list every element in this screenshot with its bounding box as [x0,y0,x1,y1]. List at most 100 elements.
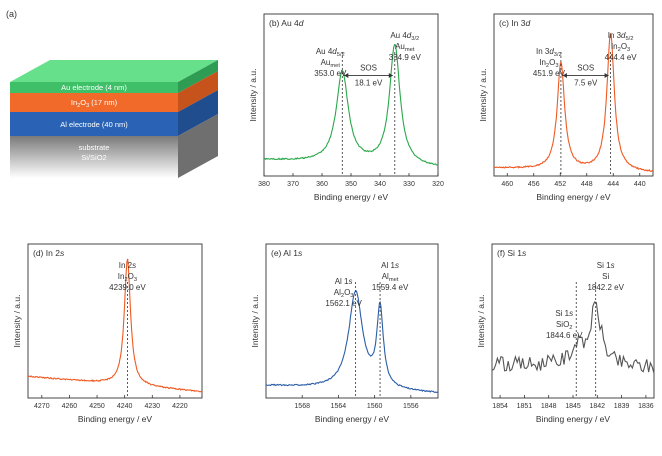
svg-text:In 3d5/2: In 3d5/2 [608,31,634,42]
x-tick-label: 444 [607,181,619,188]
x-axis-label: Binding energy / eV [536,414,611,424]
layer-side-face [178,90,218,136]
chart-title: (f) Si 1s [497,248,527,258]
svg-text:1562.1 eV: 1562.1 eV [325,299,362,308]
x-tick-label: 1854 [492,403,508,410]
substrate-layer [10,136,178,178]
x-tick-label: 350 [345,181,357,188]
svg-text:Al 1s: Al 1s [335,277,353,286]
x-tick-label: 1848 [541,403,557,410]
plot-frame [265,243,439,399]
x-tick-label: 4230 [144,403,160,410]
x-axis-label: Binding energy / eV [314,192,389,202]
chart-panel-d: (d) In 2s 4270 4260 4250 4240 4230 4220 Binding… [12,243,203,424]
svg-text:4239.0 eV: 4239.0 eV [109,283,146,292]
layer-stack-schematic: (a) Au electrode (4 nm) In2O3 (17 nm) Al e… [6,9,218,178]
x-tick-label: 1839 [614,403,630,410]
x-tick-label: 380 [258,181,270,188]
y-axis-label: Intensity / a.u. [12,295,22,348]
svg-text:334.9 eV: 334.9 eV [389,53,422,62]
x-tick-label: 360 [316,181,328,188]
x-tick-label: 370 [287,181,299,188]
sos-value: 18.1 eV [355,79,383,88]
y-axis-label: Intensity / a.u. [478,69,488,122]
x-tick-label: 4250 [89,403,105,410]
x-tick-label: 340 [374,181,386,188]
chart-title: (d) In 2s [33,248,65,258]
sos-arrowhead-left [562,73,567,79]
x-tick-label: 1842 [590,403,606,410]
plot-frame [491,243,655,399]
chart-title: (b) Au 4d [269,18,304,28]
svg-text:444.4 eV: 444.4 eV [605,53,638,62]
x-axis-label: Binding energy / eV [315,414,390,424]
x-tick-label: 1564 [331,403,347,410]
spectrum-line [491,301,655,374]
sos-arrowhead-right [388,73,393,79]
sos-value: 7.5 eV [574,79,598,88]
chart-panel-c: (c) In 3d 460 456 452 448 444 440 Binding energ… [478,13,654,202]
svg-text:Si: Si [602,272,609,281]
x-tick-label: 330 [403,181,415,188]
al-layer-label: Al electrode (40 nm) [60,120,128,129]
layer-side-face [178,71,218,112]
x-tick-label: 1845 [565,403,581,410]
au-layer-label: Au electrode (4 nm) [61,83,127,92]
svg-text:1844.6 eV: 1844.6 eV [546,331,583,340]
plot-frame [493,13,654,177]
x-axis-label: Binding energy / eV [78,414,153,424]
x-tick-label: 452 [554,181,566,188]
layer-front-face [10,112,178,136]
sos-arrowhead-left [344,73,349,79]
svg-text:Al 1s: Al 1s [381,261,399,270]
svg-text:451.9 eV: 451.9 eV [533,69,566,78]
panel-label-a: (a) [6,9,17,19]
svg-text:Si 1s: Si 1s [555,309,573,318]
x-axis-label: Binding energy / eV [536,192,611,202]
x-tick-label: 456 [528,181,540,188]
layer-front-face [10,93,178,112]
spectrum-line [27,258,203,393]
svg-text:In2O3: In2O3 [611,42,630,53]
sos-label: SOS [577,64,594,73]
x-tick-label: 320 [432,181,444,188]
y-axis-label: Intensity / a.u. [476,295,486,348]
x-tick-label: 448 [581,181,593,188]
svg-text:Almet: Almet [382,272,399,283]
layer-side-face [178,60,218,93]
svg-text:1559.4 eV: 1559.4 eV [372,283,409,292]
x-tick-label: 4260 [62,403,78,410]
svg-text:353.0 eV: 353.0 eV [314,69,347,78]
svg-text:SiO2: SiO2 [556,320,573,331]
chart-panel-f: (f) Si 1s 1854 1851 1848 1845 1842 1839 1836 Bin… [476,243,655,424]
y-axis-label: Intensity / a.u. [250,295,260,348]
x-tick-label: 4240 [117,403,133,410]
in2o3-layer-label: In2O3 (17 nm) [71,98,118,109]
x-tick-label: 1568 [294,403,310,410]
sos-arrowhead-right [604,73,609,79]
x-tick-label: 1851 [517,403,533,410]
chart-title: (c) In 3d [499,18,530,28]
spectrum-line [265,289,439,394]
svg-text:In2O3: In2O3 [118,272,137,283]
peak-annotation: Si 1s Si 1842.2 eV [587,261,624,292]
svg-text:Si 1s: Si 1s [597,261,615,270]
substrate-material-label: Si/SiO2 [81,153,106,162]
x-tick-label: 1560 [367,403,383,410]
layer-side-face [178,114,218,178]
sos-label: SOS [360,64,377,73]
spectrum-line [263,43,439,166]
x-tick-label: 1556 [403,403,419,410]
substrate-label: substrate [79,143,110,152]
svg-text:1842.2 eV: 1842.2 eV [587,283,624,292]
svg-text:In 2s: In 2s [119,261,136,270]
y-axis-label: Intensity / a.u. [248,69,258,122]
svg-text:In2O3: In2O3 [539,58,558,69]
chart-title: (e) Al 1s [271,248,303,258]
